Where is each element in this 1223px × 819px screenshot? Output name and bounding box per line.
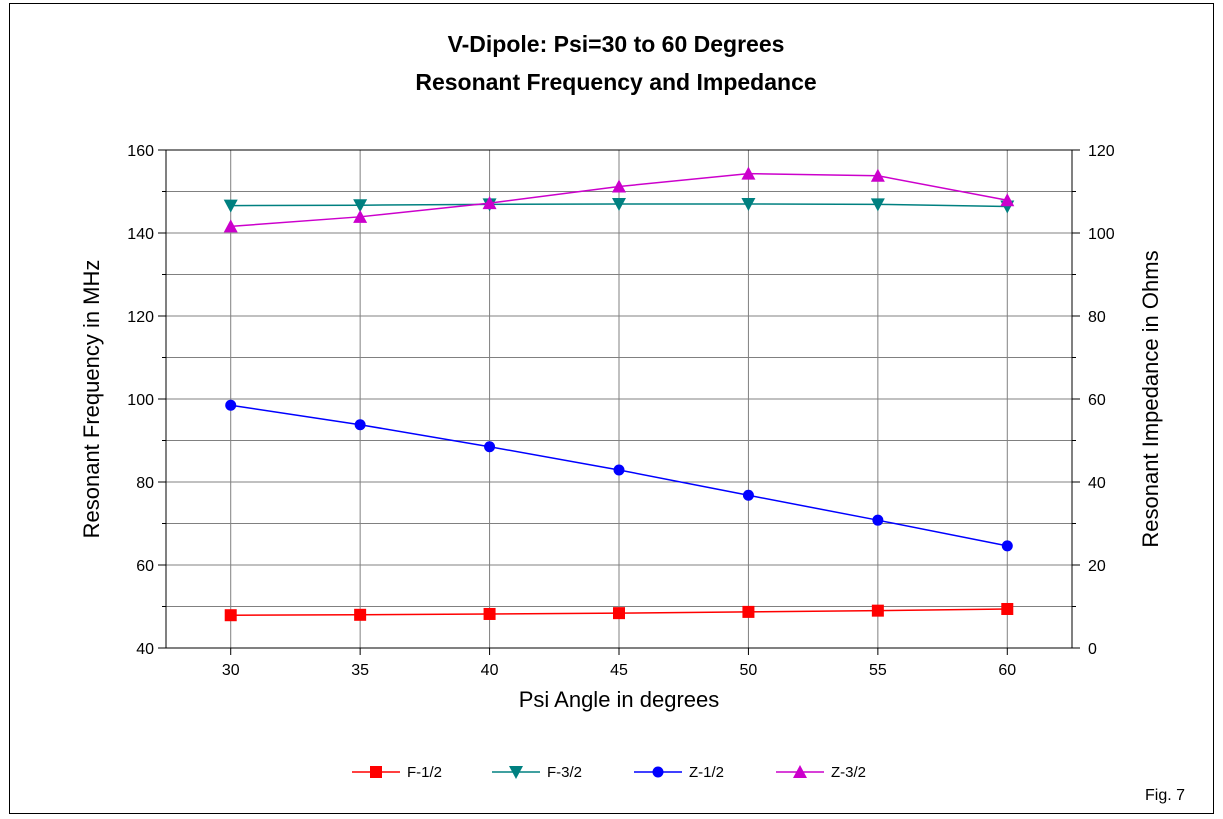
data-point xyxy=(1001,540,1013,552)
series-layer xyxy=(223,166,1015,622)
data-point xyxy=(612,197,626,211)
legend-item: F-1/2 xyxy=(352,764,442,781)
legend-label: F-3/2 xyxy=(547,764,582,781)
series-z-3-2 xyxy=(223,166,1015,233)
chart-frame xyxy=(9,3,1214,814)
data-point xyxy=(225,399,237,411)
x-tick-label: 60 xyxy=(998,662,1016,679)
chart-title-line2: Resonant Frequency and Impedance xyxy=(415,69,816,95)
y-right-tick-label: 40 xyxy=(1088,475,1106,492)
data-point xyxy=(1000,193,1015,207)
y-left-tick-label: 80 xyxy=(136,475,154,492)
x-tick-label: 30 xyxy=(222,662,240,679)
figure-label: Fig. 7 xyxy=(1145,787,1185,804)
legend: F-1/2 F-3/2 Z-1/2 Z-3/2 xyxy=(352,764,866,781)
legend-label: F-1/2 xyxy=(407,764,442,781)
y-right-tick-label: 60 xyxy=(1088,392,1106,409)
x-tick-label: 35 xyxy=(351,662,369,679)
data-point xyxy=(482,196,497,210)
y-axis-left-label: Resonant Frequency in MHz xyxy=(79,260,104,539)
series-f-1-2 xyxy=(224,602,1014,622)
legend-item: Z-1/2 xyxy=(634,764,724,781)
y-axis-right-label: Resonant Impedance in Ohms xyxy=(1138,250,1163,547)
y-right-tick-label: 20 xyxy=(1088,558,1106,575)
legend-marker xyxy=(652,766,664,778)
grid xyxy=(166,150,1072,648)
legend-marker xyxy=(793,765,807,778)
x-tick-label: 40 xyxy=(481,662,499,679)
y-right-tick-label: 100 xyxy=(1088,226,1115,243)
y-left-tick-label: 120 xyxy=(127,309,154,326)
chart-title-line1: V-Dipole: Psi=30 to 60 Degrees xyxy=(448,31,785,57)
data-point xyxy=(613,464,625,476)
series-z-1-2 xyxy=(225,399,1013,552)
data-point xyxy=(353,209,368,223)
data-point xyxy=(742,489,754,501)
data-point xyxy=(742,605,755,618)
data-point xyxy=(1001,602,1014,615)
y-left-tick-label: 100 xyxy=(127,392,154,409)
data-point xyxy=(354,608,367,621)
legend-item: F-3/2 xyxy=(492,764,582,781)
data-point xyxy=(612,179,626,193)
y-left-tick-label: 160 xyxy=(127,143,154,160)
x-axis-label: Psi Angle in degrees xyxy=(519,687,720,712)
legend-label: Z-1/2 xyxy=(689,764,724,781)
data-point xyxy=(871,604,884,617)
data-point xyxy=(223,199,238,213)
data-point xyxy=(872,514,884,526)
data-point xyxy=(741,197,756,211)
x-tick-label: 45 xyxy=(610,662,628,679)
data-point xyxy=(870,198,885,212)
data-point xyxy=(483,607,496,620)
data-point xyxy=(613,607,625,620)
legend-label: Z-3/2 xyxy=(831,764,866,781)
data-point xyxy=(870,168,885,182)
data-point xyxy=(224,609,237,622)
axis-ticks: 40 60 80 100 120 140 160 0 20 40 60 80 100 120 30 35 40 4… xyxy=(127,143,1115,679)
y-right-tick-label: 80 xyxy=(1088,309,1106,326)
data-point xyxy=(354,419,366,431)
data-point xyxy=(353,199,368,213)
data-point xyxy=(484,441,496,453)
y-left-tick-label: 40 xyxy=(136,641,154,658)
y-left-tick-label: 60 xyxy=(136,558,154,575)
x-tick-label: 55 xyxy=(869,662,887,679)
legend-item: Z-3/2 xyxy=(776,764,866,781)
y-right-tick-label: 0 xyxy=(1088,641,1097,658)
legend-marker xyxy=(509,766,523,779)
data-point xyxy=(223,219,238,233)
data-point xyxy=(741,166,756,180)
y-right-tick-label: 120 xyxy=(1088,143,1115,160)
x-tick-label: 50 xyxy=(740,662,758,679)
y-left-tick-label: 140 xyxy=(127,226,154,243)
legend-marker xyxy=(370,766,382,778)
